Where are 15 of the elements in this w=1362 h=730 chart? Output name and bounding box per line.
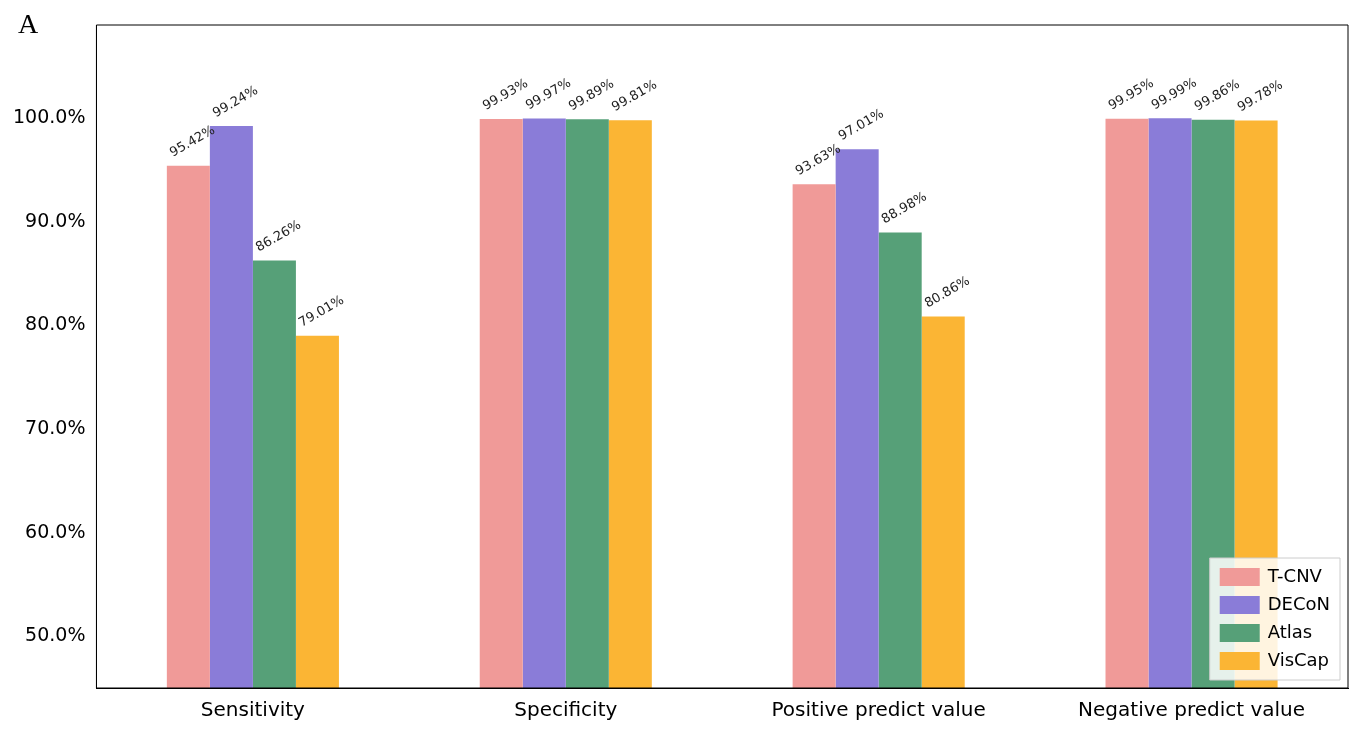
x-tick-label: Specificity <box>514 697 618 722</box>
y-tick-label: 80.0% <box>25 312 86 335</box>
y-tick-label: 60.0% <box>25 519 86 542</box>
y-tick-label: 70.0% <box>25 415 86 438</box>
legend-label: VisCap <box>1267 648 1330 670</box>
x-tick-label: Sensitivity <box>200 697 306 722</box>
legend-label: DECoN <box>1267 592 1330 614</box>
x-tick-label: Positive predict value <box>771 697 986 722</box>
x-tick-label: Negative predict value <box>1078 697 1306 722</box>
legend-label: T-CNV <box>1266 564 1323 586</box>
y-tick-label: 50.0% <box>25 623 86 646</box>
legend-label: Atlas <box>1267 620 1313 642</box>
chart-title: A <box>18 8 39 40</box>
y-tick-label: 90.0% <box>25 208 86 231</box>
y-tick-label: 100.0% <box>12 105 86 128</box>
